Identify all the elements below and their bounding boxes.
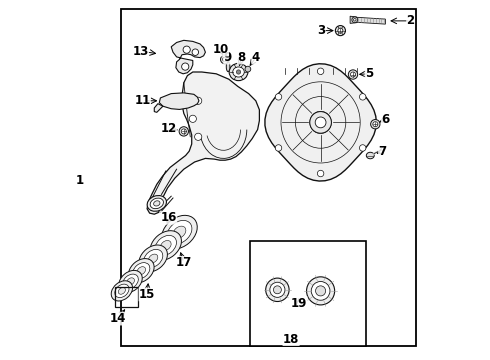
Ellipse shape (118, 288, 125, 294)
Ellipse shape (266, 278, 289, 302)
Ellipse shape (233, 67, 245, 77)
Text: 12: 12 (161, 122, 177, 135)
Text: 14: 14 (110, 312, 126, 325)
Ellipse shape (133, 263, 150, 279)
Ellipse shape (273, 286, 281, 294)
Circle shape (183, 46, 190, 53)
Polygon shape (154, 104, 163, 112)
Polygon shape (147, 72, 259, 214)
Circle shape (195, 97, 202, 104)
Circle shape (182, 63, 189, 70)
Ellipse shape (270, 282, 285, 297)
Ellipse shape (354, 19, 356, 21)
Circle shape (192, 49, 198, 55)
Ellipse shape (352, 17, 358, 23)
Ellipse shape (119, 270, 142, 293)
Circle shape (181, 129, 186, 134)
Ellipse shape (311, 282, 330, 300)
Ellipse shape (147, 195, 167, 211)
Circle shape (189, 115, 196, 122)
Ellipse shape (154, 201, 160, 206)
Ellipse shape (226, 62, 230, 72)
Circle shape (310, 112, 331, 133)
Text: 18: 18 (283, 333, 299, 346)
Text: 3: 3 (317, 24, 325, 37)
Text: 9: 9 (223, 51, 232, 64)
Ellipse shape (126, 278, 134, 285)
Ellipse shape (167, 220, 192, 244)
Text: 8: 8 (237, 51, 245, 64)
Text: 10: 10 (212, 43, 229, 56)
Text: 11: 11 (134, 94, 150, 107)
Text: 4: 4 (252, 51, 260, 64)
Ellipse shape (155, 235, 176, 256)
Text: 6: 6 (381, 113, 390, 126)
Ellipse shape (137, 267, 146, 275)
Circle shape (370, 120, 380, 129)
Ellipse shape (139, 245, 168, 272)
Bar (121, 9, 416, 346)
Text: 16: 16 (161, 211, 177, 224)
Text: 7: 7 (378, 145, 387, 158)
Ellipse shape (115, 284, 129, 298)
Polygon shape (357, 17, 386, 24)
Ellipse shape (111, 281, 132, 301)
Circle shape (335, 26, 345, 36)
Circle shape (348, 70, 358, 79)
Ellipse shape (160, 240, 171, 251)
Circle shape (360, 94, 366, 100)
Ellipse shape (122, 274, 138, 289)
Polygon shape (171, 40, 205, 74)
Circle shape (236, 70, 241, 74)
Circle shape (318, 68, 324, 75)
Ellipse shape (128, 258, 154, 283)
Ellipse shape (307, 277, 335, 305)
Text: 17: 17 (176, 256, 192, 269)
Circle shape (195, 133, 202, 140)
Circle shape (360, 145, 366, 151)
Polygon shape (265, 64, 376, 181)
Ellipse shape (162, 215, 197, 249)
Text: 13: 13 (132, 45, 149, 58)
Text: 15: 15 (139, 288, 155, 301)
Text: 19: 19 (291, 297, 307, 310)
Circle shape (222, 57, 227, 62)
Bar (250, 241, 366, 346)
Bar (115, 287, 138, 307)
Polygon shape (350, 16, 357, 23)
Circle shape (338, 28, 343, 33)
Circle shape (179, 127, 189, 136)
Ellipse shape (150, 198, 164, 209)
Circle shape (373, 122, 378, 127)
Text: 1: 1 (76, 174, 84, 186)
Circle shape (318, 170, 324, 177)
Ellipse shape (148, 254, 158, 263)
Ellipse shape (229, 63, 248, 81)
Circle shape (275, 94, 282, 100)
Ellipse shape (173, 226, 186, 238)
Ellipse shape (316, 286, 326, 296)
Polygon shape (159, 93, 199, 109)
Text: 5: 5 (365, 67, 373, 80)
Circle shape (245, 66, 251, 72)
Ellipse shape (150, 231, 181, 260)
Ellipse shape (144, 249, 163, 267)
Ellipse shape (367, 152, 374, 159)
Circle shape (275, 145, 282, 151)
Circle shape (350, 72, 356, 77)
Circle shape (315, 117, 326, 128)
Text: 2: 2 (407, 14, 415, 27)
Circle shape (220, 55, 229, 64)
